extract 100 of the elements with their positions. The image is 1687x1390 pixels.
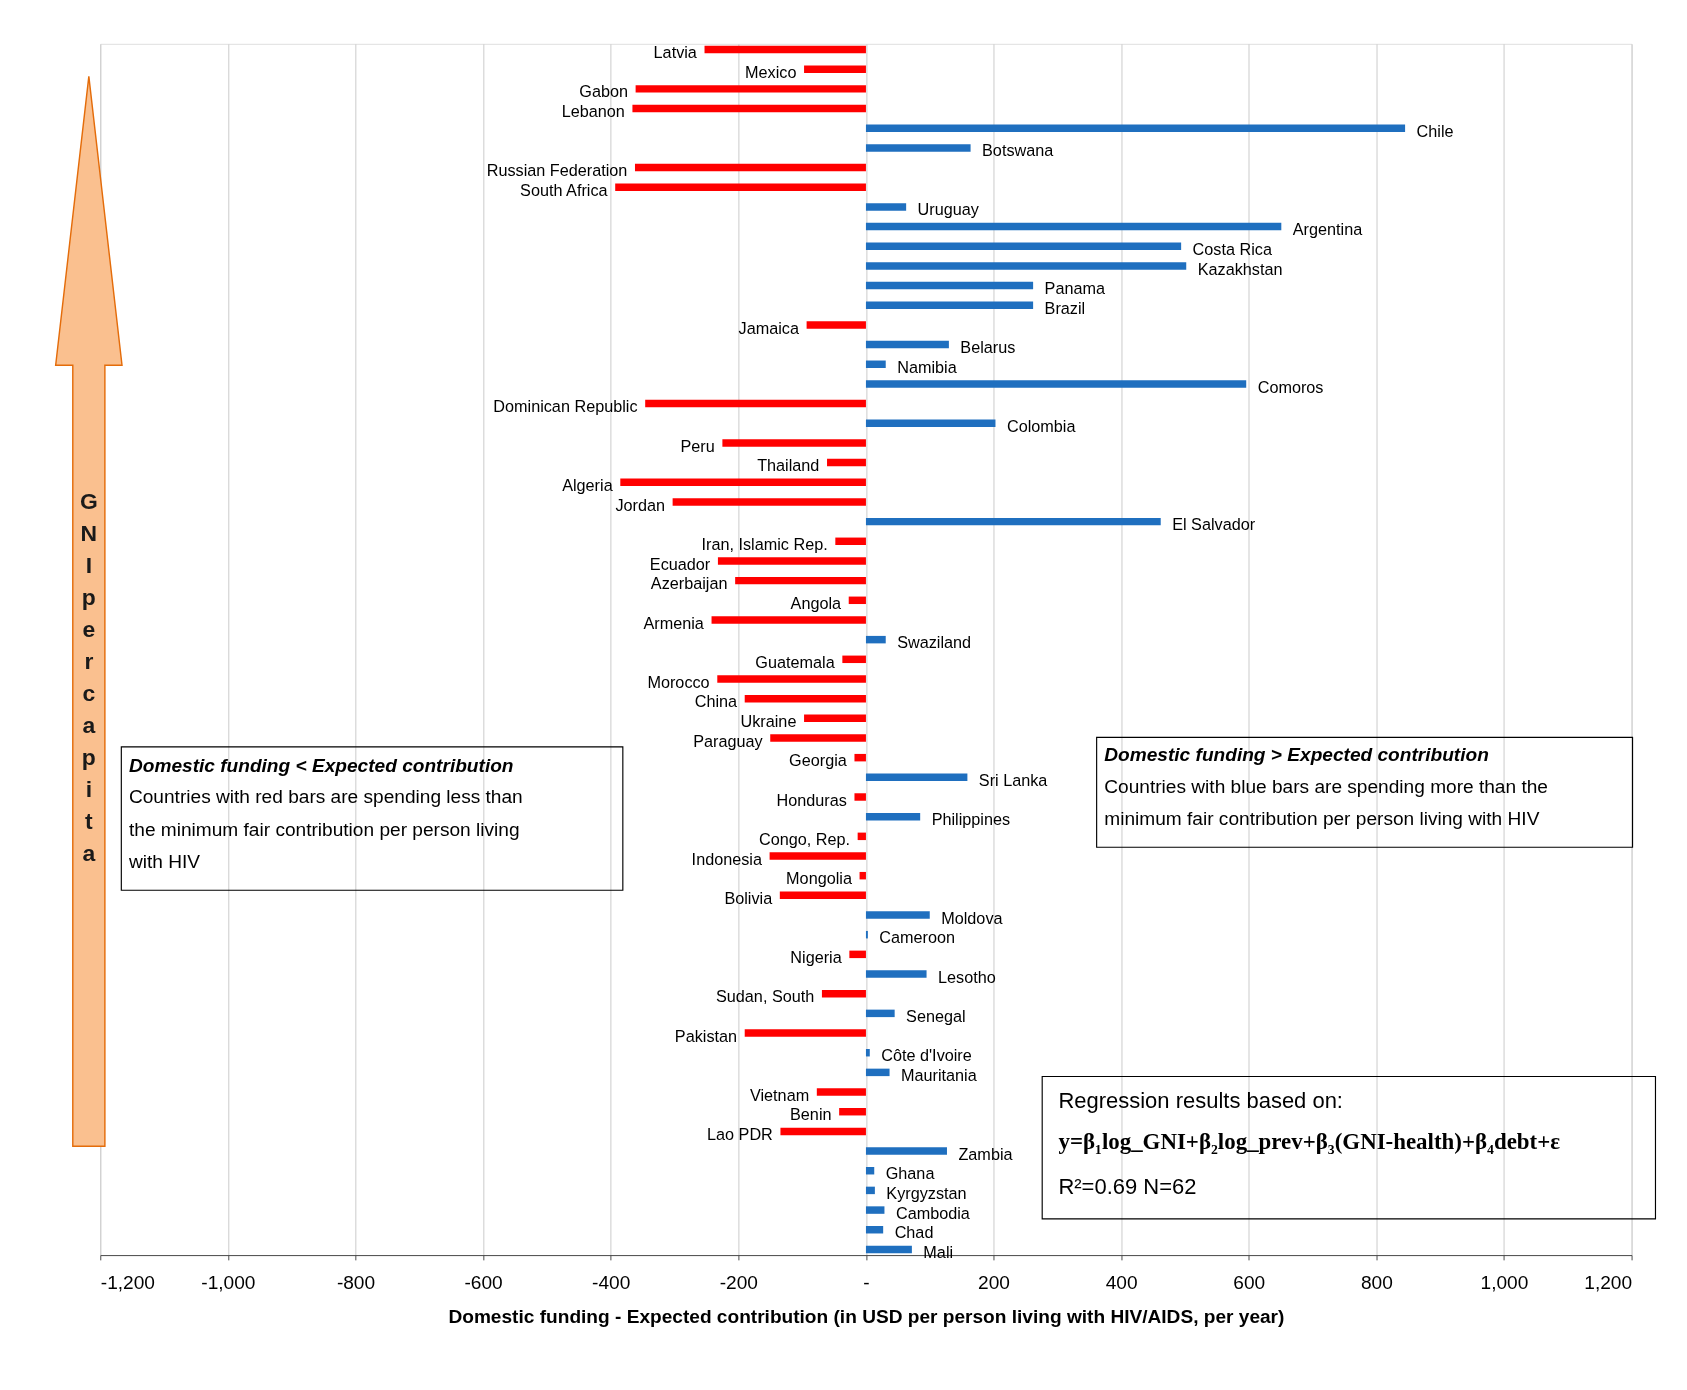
annotation: Countries with red bars are spending less than the minimum fair contribution per person living with HIV — [127, 786, 523, 873]
y-tick-label: Bolivia — [724, 888, 774, 907]
bar — [735, 576, 866, 585]
y-tick-label: Angola — [790, 593, 843, 612]
bar — [857, 832, 866, 841]
bar — [744, 1029, 866, 1037]
bar — [620, 478, 866, 487]
y-tick-label: Panama — [1044, 279, 1106, 298]
y-tick-label: Costa Rica — [1192, 239, 1273, 258]
x-tick-label: -800 — [336, 1272, 376, 1294]
bar — [835, 537, 866, 546]
bar — [839, 1107, 866, 1116]
y-tick-label: Armenia — [643, 613, 705, 632]
y-tick-label: Côte d'Ivoire — [881, 1046, 972, 1065]
bar — [704, 45, 866, 54]
bar — [821, 989, 866, 998]
y-tick-label: Indonesia — [691, 849, 763, 868]
y-tick-label: Georgia — [789, 751, 848, 770]
y-tick-label: Philippines — [931, 810, 1011, 829]
y-tick-label: Chile — [1416, 121, 1454, 140]
bar — [849, 950, 866, 959]
bar — [717, 557, 866, 565]
y-tick-label: El Salvador — [1172, 515, 1256, 534]
y-tick-label: Pakistan — [674, 1026, 738, 1045]
y-tick-label: Zambia — [958, 1144, 1014, 1163]
y-tick-label: South Africa — [520, 180, 609, 199]
y-tick-label: Honduras — [776, 790, 847, 809]
bar — [827, 458, 866, 467]
bar — [865, 360, 886, 368]
y-tick-label: Kyrgyzstan — [886, 1184, 967, 1202]
bar — [865, 242, 1182, 250]
y-tick-label: Nigeria — [790, 947, 843, 966]
y-tick-label: Ecuador — [649, 554, 711, 573]
y-tick-label: Lebanon — [561, 102, 625, 121]
y-tick-label: Chad — [894, 1223, 934, 1242]
y-tick-label: Congo, Rep. — [758, 829, 851, 848]
y-tick-label: Lesotho — [938, 967, 996, 986]
bar — [632, 104, 866, 113]
bar — [634, 163, 866, 172]
y-tick-label: Moldova — [941, 908, 1004, 927]
y-tick-label: Senegal — [906, 1006, 966, 1025]
y-tick-label: Belarus — [960, 338, 1016, 357]
y-tick-label: China — [694, 692, 739, 711]
y-tick-label: Mongolia — [786, 869, 853, 888]
x-tick-label: -400 — [592, 1272, 631, 1294]
bar — [711, 616, 866, 624]
annotation: R²=0.69 N=62 — [1058, 1173, 1197, 1199]
bar — [865, 124, 1406, 132]
bar — [779, 891, 866, 900]
bar — [672, 498, 866, 506]
y-tick-label: Peru — [680, 436, 715, 455]
bar — [816, 1088, 866, 1096]
x-tick-label: -600 — [464, 1272, 503, 1294]
bar — [848, 596, 866, 605]
bar — [806, 321, 866, 329]
bar — [865, 911, 930, 919]
bar — [635, 85, 866, 93]
x-tick-label: 1,200 — [1584, 1272, 1633, 1294]
bar — [865, 1147, 947, 1155]
y-tick-label: Latvia — [653, 43, 698, 62]
y-tick-label: Gabon — [579, 82, 628, 101]
y-tick-label: Jamaica — [738, 318, 800, 337]
bar — [865, 635, 886, 644]
bar — [804, 65, 866, 73]
y-tick-label: Argentina — [1292, 220, 1364, 239]
bar — [769, 852, 866, 860]
y-tick-label: Ghana — [885, 1164, 936, 1183]
bar — [865, 281, 1034, 290]
bar — [804, 714, 866, 723]
bar — [865, 1166, 875, 1175]
y-tick-label: Benin — [790, 1105, 832, 1124]
bar — [615, 183, 866, 191]
x-tick-label: - — [863, 1272, 870, 1294]
x-axis-title: Domestic funding - Expected contribution (in USD per person living with HIV/AIDS, per year) — [448, 1306, 1285, 1328]
y-tick-label: Russian Federation — [486, 161, 628, 180]
y-tick-label: Uruguay — [917, 200, 980, 219]
y-tick-label: Azerbaijan — [650, 574, 728, 593]
y-tick-label: Mauritania — [901, 1065, 978, 1084]
y-tick-label: Dominican Republic — [493, 397, 638, 416]
bar — [865, 970, 927, 978]
bar — [865, 1226, 884, 1234]
x-tick-label: -1,000 — [201, 1272, 256, 1294]
bar — [865, 262, 1187, 270]
bar — [865, 773, 968, 782]
x-tick-label: 1,000 — [1480, 1272, 1529, 1294]
y-tick-label: Cameroon — [879, 928, 956, 947]
annotation: y=β₁log_GNI+β₂log_prev+β₃(GNI-health)+β₄debt+ε — [1058, 1129, 1561, 1155]
bar — [865, 222, 1282, 231]
bar — [865, 340, 949, 349]
bar — [865, 812, 921, 821]
bar — [842, 655, 866, 664]
bar — [865, 1048, 870, 1057]
y-tick-label: Ukraine — [740, 711, 797, 730]
y-tick-label: Cambodia — [895, 1203, 971, 1222]
annotation: Countries with blue bars are spending more than the minimum fair contribution per person living with HIV — [1104, 775, 1548, 830]
y-tick-label: Comoros — [1257, 377, 1324, 396]
bar — [717, 675, 866, 683]
y-tick-label: Sri Lanka — [978, 770, 1049, 789]
text: GNI per capita — [79, 488, 98, 867]
bar — [722, 439, 866, 447]
